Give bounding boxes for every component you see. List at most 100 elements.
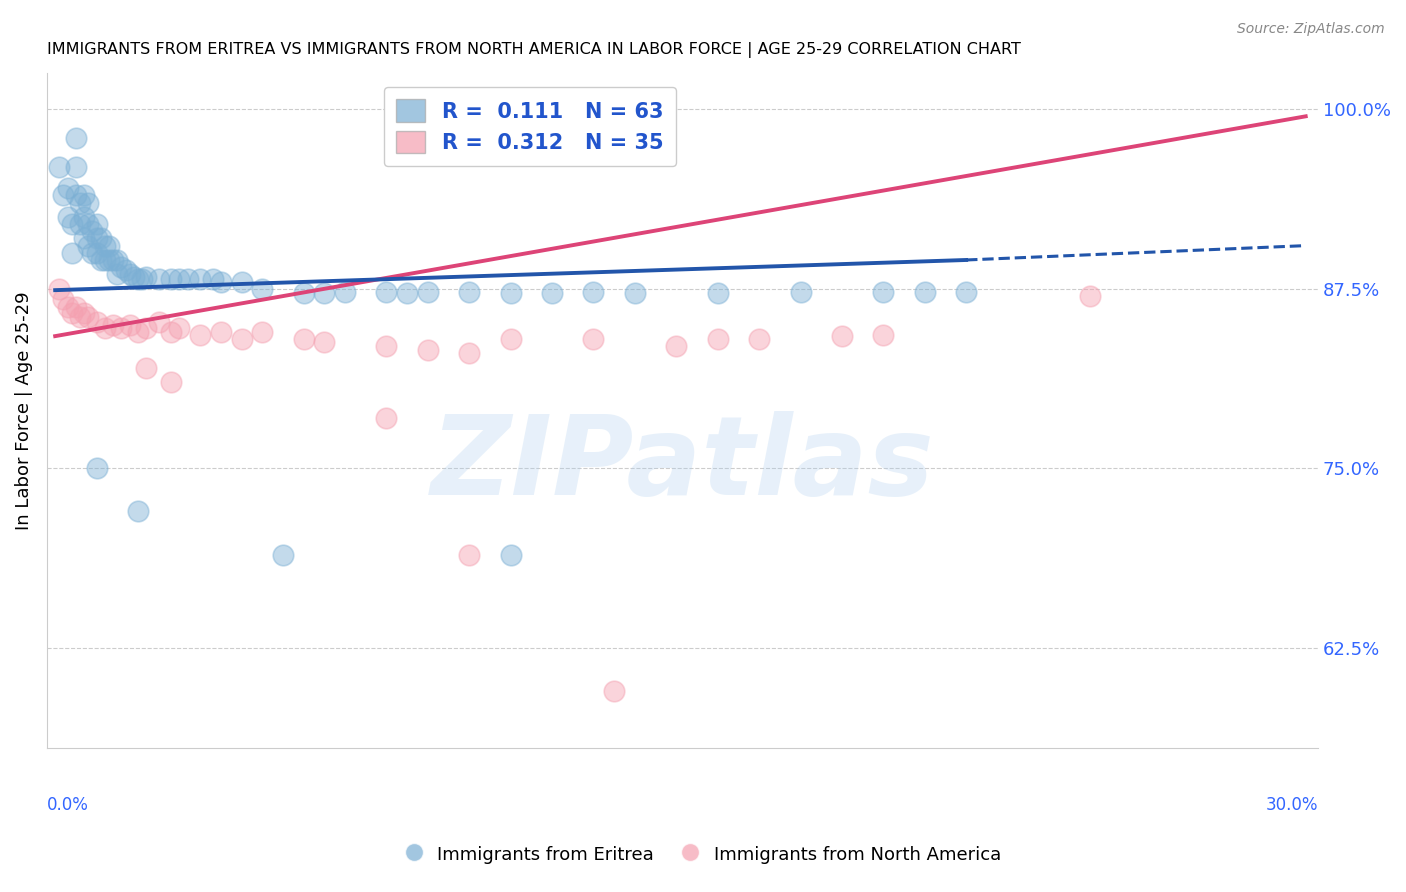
Point xyxy=(52,188,75,202)
Point xyxy=(271,548,294,562)
Point xyxy=(499,286,522,301)
Point xyxy=(188,271,211,285)
Text: ZIPatlas: ZIPatlas xyxy=(430,411,935,518)
Point xyxy=(748,332,770,346)
Point xyxy=(98,238,121,252)
Text: 30.0%: 30.0% xyxy=(1265,796,1319,814)
Point xyxy=(127,271,149,285)
Point xyxy=(872,285,894,299)
Point xyxy=(201,271,224,285)
Point xyxy=(86,245,108,260)
Point xyxy=(292,332,315,346)
Point xyxy=(458,285,481,299)
Legend: R =  0.111   N = 63, R =  0.312   N = 35: R = 0.111 N = 63, R = 0.312 N = 35 xyxy=(384,87,676,166)
Point xyxy=(105,252,128,267)
Legend: Immigrants from Eritrea, Immigrants from North America: Immigrants from Eritrea, Immigrants from… xyxy=(398,836,1008,872)
Point xyxy=(73,231,96,245)
Point xyxy=(86,217,108,231)
Point xyxy=(90,252,112,267)
Point xyxy=(52,292,75,306)
Point xyxy=(48,282,70,296)
Point xyxy=(56,301,79,315)
Point xyxy=(169,271,191,285)
Point xyxy=(148,271,170,285)
Point xyxy=(110,260,132,275)
Text: IMMIGRANTS FROM ERITREA VS IMMIGRANTS FROM NORTH AMERICA IN LABOR FORCE | AGE 25: IMMIGRANTS FROM ERITREA VS IMMIGRANTS FR… xyxy=(46,42,1021,58)
Point xyxy=(131,271,153,285)
Point xyxy=(789,285,811,299)
Point xyxy=(56,210,79,224)
Point xyxy=(73,188,96,202)
Point xyxy=(94,320,117,334)
Point xyxy=(416,285,439,299)
Point xyxy=(160,271,183,285)
Point xyxy=(231,275,253,289)
Point xyxy=(458,548,481,562)
Point xyxy=(209,325,232,339)
Point xyxy=(135,320,157,334)
Point xyxy=(333,285,356,299)
Point xyxy=(160,325,183,339)
Point xyxy=(706,286,728,301)
Point xyxy=(582,332,605,346)
Point xyxy=(77,195,100,210)
Point xyxy=(160,375,183,389)
Text: Source: ZipAtlas.com: Source: ZipAtlas.com xyxy=(1237,22,1385,37)
Point xyxy=(60,306,83,320)
Point xyxy=(77,310,100,325)
Point xyxy=(60,217,83,231)
Point xyxy=(188,327,211,342)
Point xyxy=(135,360,157,375)
Point xyxy=(209,275,232,289)
Point xyxy=(94,252,117,267)
Point xyxy=(872,327,894,342)
Point xyxy=(98,252,121,267)
Point xyxy=(48,160,70,174)
Point xyxy=(176,271,198,285)
Point xyxy=(831,329,853,343)
Point xyxy=(86,315,108,329)
Point xyxy=(292,286,315,301)
Point xyxy=(60,245,83,260)
Point xyxy=(375,339,398,353)
Point xyxy=(231,332,253,346)
Point xyxy=(110,320,132,334)
Point xyxy=(86,461,108,475)
Point xyxy=(148,315,170,329)
Point xyxy=(375,411,398,425)
Point xyxy=(624,286,647,301)
Point xyxy=(73,306,96,320)
Point xyxy=(499,548,522,562)
Point xyxy=(169,320,191,334)
Point xyxy=(65,160,87,174)
Point xyxy=(706,332,728,346)
Point xyxy=(86,231,108,245)
Point xyxy=(1080,289,1102,303)
Point xyxy=(90,231,112,245)
Point xyxy=(314,334,336,349)
Point xyxy=(65,301,87,315)
Point xyxy=(955,285,977,299)
Point xyxy=(603,684,626,698)
Point xyxy=(122,270,145,285)
Point xyxy=(118,318,141,332)
Point xyxy=(105,268,128,282)
Point xyxy=(416,343,439,358)
Point xyxy=(82,245,104,260)
Point xyxy=(314,286,336,301)
Point xyxy=(127,325,149,339)
Point xyxy=(77,217,100,231)
Point xyxy=(135,270,157,285)
Point xyxy=(65,188,87,202)
Point xyxy=(458,346,481,360)
Point xyxy=(582,285,605,299)
Y-axis label: In Labor Force | Age 25-29: In Labor Force | Age 25-29 xyxy=(15,292,32,530)
Point xyxy=(127,504,149,518)
Point xyxy=(499,332,522,346)
Point xyxy=(65,131,87,145)
Point xyxy=(396,286,419,301)
Point xyxy=(73,210,96,224)
Point xyxy=(250,325,273,339)
Point xyxy=(665,339,688,353)
Point xyxy=(101,318,124,332)
